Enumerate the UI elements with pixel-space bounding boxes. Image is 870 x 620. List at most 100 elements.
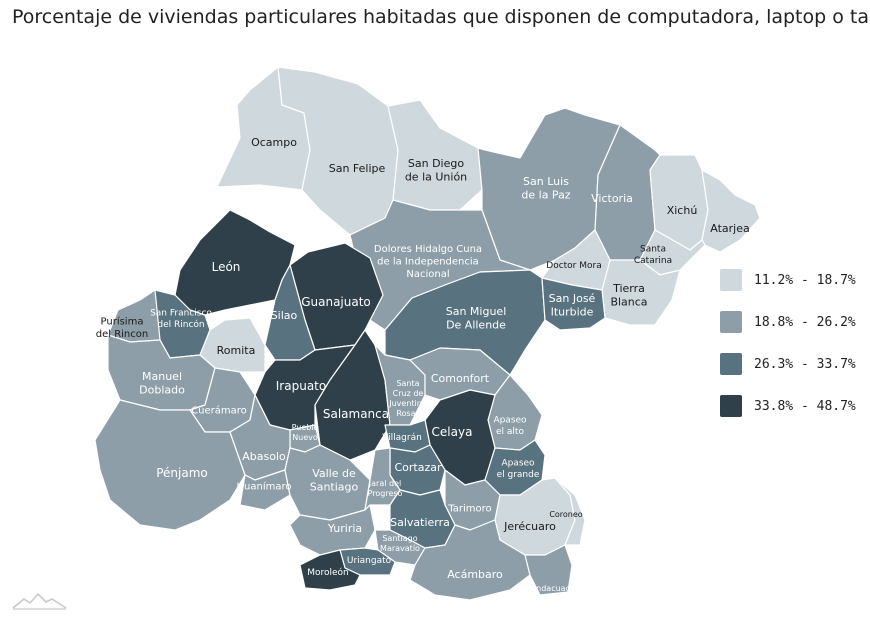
municipality-label-line: Salamanca	[323, 407, 389, 421]
municipality-label-san-miguel: San Miguel De Allende	[446, 305, 507, 332]
municipality-label-line: Uriangato	[347, 556, 392, 566]
municipality-label-line: San Francisco	[150, 309, 212, 319]
municipality-label-line: Doctor Mora	[546, 261, 601, 271]
municipality-label-line: Tarandacuao	[519, 584, 571, 593]
logo-mountains-icon	[12, 592, 67, 610]
legend-swatch	[720, 353, 742, 375]
municipality-label-line: Pénjamo	[156, 466, 208, 480]
municipality-label-manuel-doblado: Manuel Doblado	[139, 370, 185, 397]
municipality-label-coroneo: Coroneo	[549, 510, 582, 519]
municipality-label-apaseo-alto: Apaseo el alto	[493, 416, 527, 437]
municipality-label-line: Progreso	[368, 489, 403, 498]
municipality-penjamo[interactable]	[94, 399, 246, 531]
municipality-label-ocampo: Ocampo	[251, 136, 297, 149]
municipality-label-line: Purísima	[101, 315, 144, 327]
legend-item: 33.8% - 48.7%	[720, 391, 856, 421]
municipality-label-line: Rosas	[396, 409, 419, 418]
municipality-leon[interactable]	[174, 209, 296, 316]
municipality-label-line: del Rincón	[157, 319, 204, 330]
legend-label: 11.2% - 18.7%	[754, 272, 856, 288]
municipality-label-santa-catarina: Santa Catarina	[634, 245, 672, 266]
municipality-label-line: Huanímaro	[237, 481, 292, 493]
municipality-label-line: Salvatierra	[390, 516, 450, 529]
municipality-label-salamanca: Salamanca	[323, 407, 389, 421]
legend-swatch	[720, 395, 742, 417]
municipality-label-santiago-maravatio: Santiago Maravatío	[380, 534, 420, 553]
municipality-label-line: Blanca	[610, 296, 647, 309]
legend-item: 18.8% - 26.2%	[720, 307, 856, 337]
municipality-label-line: Santiago	[382, 534, 417, 543]
municipality-label-yuriria: Yuriria	[327, 522, 362, 535]
municipality-label-celaya: Celaya	[432, 425, 473, 439]
municipality-san-diego[interactable]	[387, 99, 483, 211]
municipality-label-acambaro: Acámbaro	[447, 568, 503, 581]
municipality-san-jose[interactable]	[541, 277, 606, 331]
municipality-label-comonfort: Comonfort	[431, 372, 490, 385]
municipality-label-line: Nuevo	[292, 433, 318, 442]
municipality-label-tarimoro: Tarimoro	[447, 504, 491, 515]
municipality-tarandacuao[interactable]	[524, 544, 573, 596]
municipality-label-penjamo: Pénjamo	[156, 466, 208, 480]
municipality-label-romita: Romita	[217, 344, 256, 357]
municipality-label-line: Catarina	[634, 256, 672, 266]
municipality-label-tierra-blanca: Tierra Blanca	[610, 282, 647, 309]
map-title: Porcentaje de viviendas particulares hab…	[12, 6, 870, 28]
municipality-label-line: San Luis	[523, 175, 569, 188]
municipality-label-line: de la Paz	[521, 189, 570, 202]
municipality-label-line: Apaseo	[493, 416, 527, 426]
legend-swatch	[720, 269, 742, 291]
municipality-label-line: Atarjea	[710, 222, 749, 235]
municipality-label-line: Nacional	[406, 269, 449, 280]
municipality-label-line: Cortazar	[394, 461, 442, 474]
municipality-label-line: de la Independencia	[377, 257, 479, 268]
municipality-label-uriangato: Uriangato	[347, 556, 392, 566]
municipality-label-line: el grande	[497, 470, 540, 480]
municipality-label-line: Jerécuaro	[503, 520, 556, 533]
municipality-label-line: Guanajuato	[301, 295, 371, 309]
municipality-label-line: del Rincon	[96, 329, 148, 340]
municipality-label-line: Cuerámaro	[191, 405, 247, 417]
municipality-label-moroleon: Moroleón	[307, 567, 349, 578]
legend-item: 11.2% - 18.7%	[720, 265, 856, 295]
municipality-label-atarjea: Atarjea	[710, 222, 749, 235]
municipality-atarjea[interactable]	[701, 169, 761, 253]
legend-label: 18.8% - 26.2%	[754, 314, 856, 330]
municipality-label-abasolo: Abasolo	[242, 450, 286, 463]
municipality-label-irapuato: Irapuato	[276, 379, 326, 393]
municipality-label-guanajuato: Guanajuato	[301, 295, 371, 309]
municipality-label-line: Romita	[217, 344, 256, 357]
legend-swatch	[720, 311, 742, 333]
municipality-label-line: Celaya	[432, 425, 473, 439]
municipality-label-line: San Diego	[408, 157, 464, 170]
municipality-label-line: Yuriria	[327, 522, 362, 535]
municipality-label-line: Comonfort	[431, 372, 490, 385]
municipality-label-cortazar: Cortazar	[394, 461, 442, 474]
municipality-label-villagran: Villagrán	[382, 433, 422, 443]
municipality-label-line: Coroneo	[549, 510, 582, 519]
legend-item: 26.3% - 33.7%	[720, 349, 856, 379]
municipality-label-pueblo-nuevo: Pueblo Nuevo	[292, 423, 319, 442]
municipality-label-salvatierra: Salvatierra	[390, 516, 450, 529]
municipality-label-line: De Allende	[446, 319, 506, 332]
municipality-label-line: Santiago	[310, 481, 359, 494]
municipality-label-doctor-mora: Doctor Mora	[546, 261, 601, 271]
municipality-label-tarandacuao: Tarandacuao	[519, 584, 571, 593]
municipality-label-line: Acámbaro	[447, 568, 503, 581]
municipality-label-line: el alto	[496, 427, 524, 437]
municipality-label-line: Santa	[396, 379, 419, 388]
municipality-acambaro[interactable]	[409, 519, 531, 601]
municipality-label-line: Valle de	[312, 467, 356, 480]
municipality-label-line: Irapuato	[276, 379, 326, 393]
municipality-label-san-jose: San José Iturbide	[549, 292, 596, 319]
municipality-label-silao: Silao	[271, 309, 298, 322]
municipality-label-huanimaro: Huanímaro	[237, 481, 292, 493]
municipality-coroneo[interactable]	[554, 477, 586, 546]
municipality-label-line: de la Unión	[405, 171, 467, 184]
municipality-label-purisima: Purísima del Rincon	[96, 315, 148, 340]
municipality-label-line: San Felipe	[329, 162, 386, 175]
municipality-label-line: Moroleón	[307, 567, 349, 578]
municipality-label-santa-cruz: Santa Cruz de Juventino Rosas	[388, 379, 427, 418]
municipality-moroleon[interactable]	[299, 549, 361, 591]
municipality-label-victoria: Victoria	[591, 192, 633, 205]
municipality-label-line: Villagrán	[382, 433, 422, 443]
